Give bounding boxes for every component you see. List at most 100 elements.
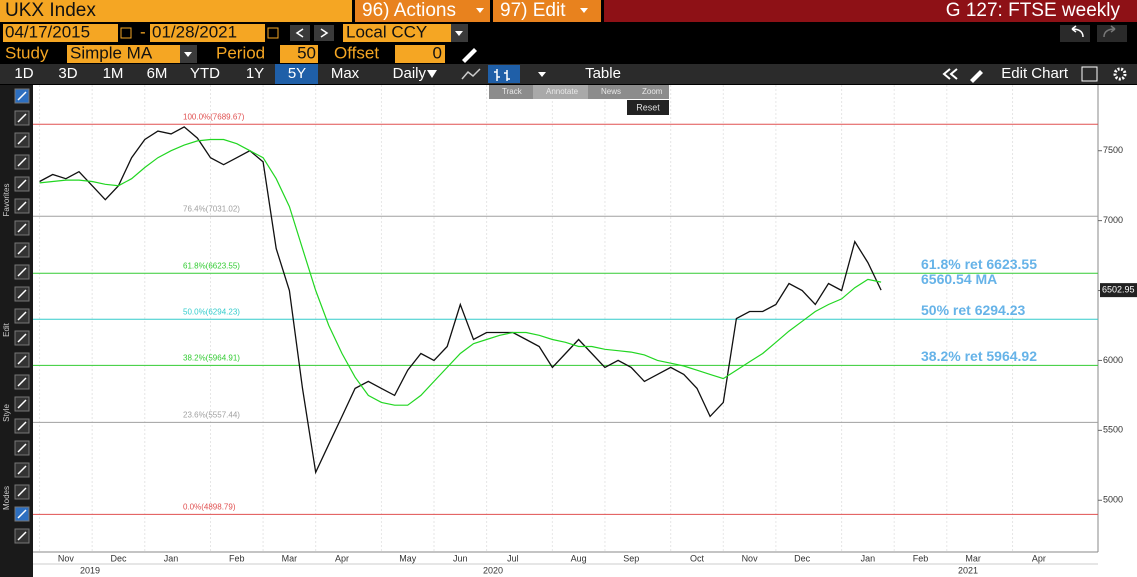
side-tool-glyph xyxy=(17,377,27,387)
retracement-label: 0.0%(4898.79) xyxy=(183,503,236,512)
x-tick-label: Dec xyxy=(794,553,811,563)
retracement-label: 38.2%(5964.91) xyxy=(183,353,240,362)
dropdown-arrow[interactable] xyxy=(538,72,546,77)
ma-line xyxy=(39,138,882,406)
side-tool-glyph xyxy=(17,311,27,321)
edit-button[interactable] xyxy=(493,0,601,22)
dropdown-arrow xyxy=(580,8,588,13)
last-price-box xyxy=(1100,283,1137,298)
reset[interactable]: Reset xyxy=(636,102,660,112)
settings-icon[interactable] xyxy=(1113,67,1127,81)
side-tool-glyph xyxy=(17,487,27,497)
side-tool-glyph xyxy=(17,399,27,409)
side-tool-glyph xyxy=(17,509,27,519)
dropdown-arrow[interactable] xyxy=(427,70,437,78)
period-button[interactable]: YTD xyxy=(190,65,220,82)
period-field[interactable] xyxy=(280,45,318,63)
side-tool-glyph xyxy=(17,245,27,255)
side-tool-glyph xyxy=(17,465,27,475)
dropdown-arrow xyxy=(184,52,192,57)
x-tick-label: Jan xyxy=(164,553,179,563)
undo-button[interactable] xyxy=(1060,25,1090,42)
side-tool-glyph xyxy=(17,333,27,343)
start-date-field[interactable] xyxy=(3,24,118,42)
offset-field[interactable] xyxy=(395,45,445,63)
period-button[interactable]: 5Y xyxy=(288,65,306,82)
reset-button[interactable] xyxy=(627,100,669,115)
retracement-label: 76.4%(7031.02) xyxy=(183,204,240,213)
period-button[interactable]: 1Y xyxy=(246,65,264,82)
x-tick-label: Jul xyxy=(507,553,519,563)
x-tick-label: Feb xyxy=(913,553,929,563)
line-chart-icon[interactable] xyxy=(461,68,481,80)
offset: 0 xyxy=(433,43,442,62)
retracement-note: 50% ret 6294.23 xyxy=(921,302,1026,318)
year-label: 2019 xyxy=(80,565,100,575)
collapse-icon[interactable] xyxy=(942,68,958,80)
edit-chart-button[interactable]: Edit Chart xyxy=(1001,65,1069,82)
tool-option[interactable]: Zoom xyxy=(642,87,663,96)
side-group-label: Edit xyxy=(2,322,11,337)
x-tick-label: Sep xyxy=(623,553,639,563)
page-title: G 127: FTSE weekly xyxy=(946,0,1121,21)
period-button[interactable]: 6M xyxy=(147,65,168,82)
prev-button[interactable] xyxy=(290,25,310,41)
tool-option[interactable]: News xyxy=(601,87,621,96)
end-date: 01/28/2021 xyxy=(152,22,237,41)
side-group-label: Style xyxy=(2,404,11,422)
calendar-icon[interactable] xyxy=(120,27,132,39)
currency: Local CCY xyxy=(346,22,427,41)
currency-field[interactable] xyxy=(343,24,468,42)
start-date: 04/17/2015 xyxy=(5,22,90,41)
x-tick-label: Feb xyxy=(229,553,245,563)
end-date-field[interactable] xyxy=(150,24,265,42)
prev-icon xyxy=(295,28,304,38)
chart-type-button[interactable] xyxy=(488,65,520,83)
study-type-field[interactable] xyxy=(67,45,197,63)
side-tool-glyph xyxy=(17,267,27,277)
redo-button[interactable] xyxy=(1097,25,1127,42)
next-button[interactable] xyxy=(314,25,334,41)
study-label: Study xyxy=(5,43,49,62)
selected-period xyxy=(275,64,318,84)
edit[interactable]: 97) Edit xyxy=(500,0,566,21)
price-line xyxy=(39,126,882,475)
last-price: 6502.95 xyxy=(1102,284,1135,294)
side-group-label: Favorites xyxy=(2,184,11,217)
pen-icon[interactable] xyxy=(462,48,477,63)
dropdown-arrow xyxy=(476,8,484,13)
security: UKX Index xyxy=(5,0,96,21)
offset-label: Offset xyxy=(334,43,379,62)
settings-edit-icon[interactable] xyxy=(1081,66,1098,82)
toolbar xyxy=(0,64,1137,84)
table-button[interactable]: Table xyxy=(585,65,621,82)
side-tool-glyph xyxy=(17,355,27,365)
plot-area xyxy=(33,85,1098,552)
x-tick-label: Nov xyxy=(742,553,759,563)
retracement-label: 23.6%(5557.44) xyxy=(183,410,240,419)
x-tick-label: Aug xyxy=(571,553,587,563)
tool-option[interactable]: Track xyxy=(502,87,523,96)
y-tick-label: 7000 xyxy=(1103,215,1123,225)
x-tick-label: Apr xyxy=(1032,553,1046,563)
side-tool-glyph xyxy=(17,135,27,145)
frequency[interactable]: Daily xyxy=(393,65,427,82)
period-button[interactable]: 1M xyxy=(103,65,124,82)
side-tool-glyph xyxy=(17,421,27,431)
actions[interactable]: 96) Actions xyxy=(362,0,456,21)
date-separator: - xyxy=(140,22,146,41)
period-button[interactable]: 3D xyxy=(58,65,77,82)
x-tick-label: Apr xyxy=(335,553,349,563)
calendar-icon[interactable] xyxy=(267,27,279,39)
side-tool-glyph xyxy=(17,179,27,189)
side-tool-glyph xyxy=(17,201,27,211)
actions-button[interactable] xyxy=(355,0,490,22)
period-button[interactable]: Max xyxy=(331,65,360,82)
period-button[interactable]: 1D xyxy=(14,65,33,82)
tool-option[interactable]: Annotate xyxy=(546,87,579,96)
security-field[interactable] xyxy=(0,0,352,22)
ma-label: 6560.54 MA xyxy=(921,271,997,287)
retracement-note: 61.8% ret 6623.55 xyxy=(921,256,1037,272)
x-tick-label: Nov xyxy=(58,553,75,563)
